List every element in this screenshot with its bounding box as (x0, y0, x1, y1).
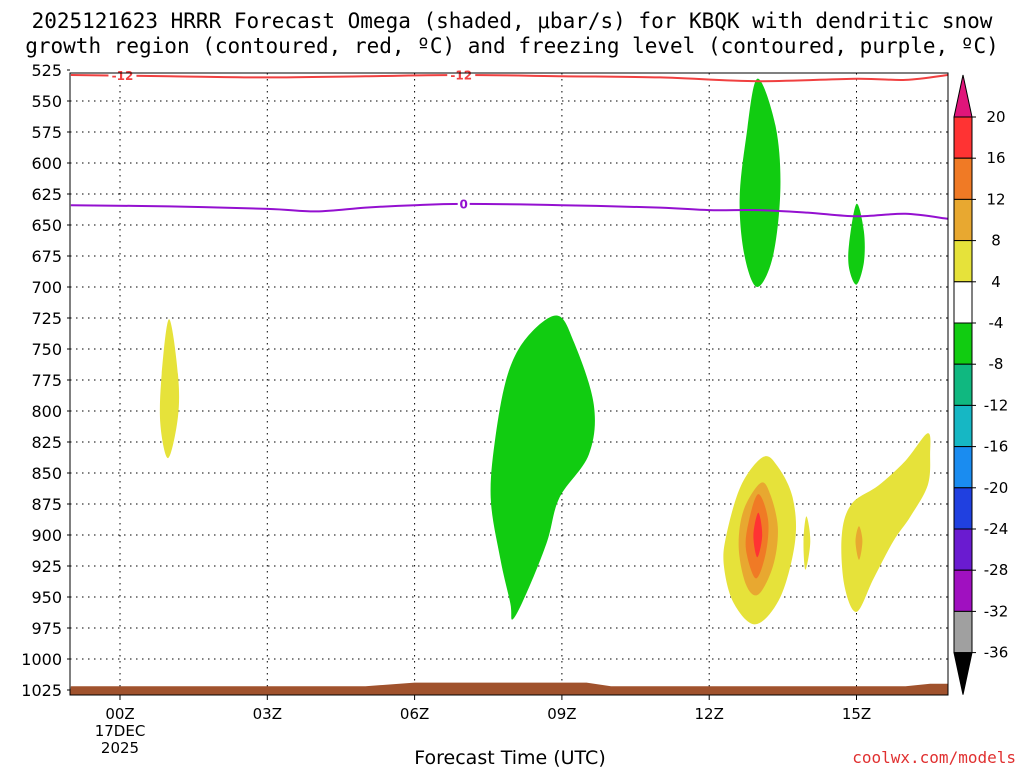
colorbar-band-4 (953, 281, 973, 324)
colorbar-label-4: 4 (991, 273, 1001, 291)
contour-line-1 (70, 202, 949, 220)
chart-title-line-1: 2025121623 HRRR Forecast Omega (shaded, … (32, 9, 993, 33)
terrain-fill (70, 682, 948, 695)
y-tick-label-525: 525 (31, 61, 62, 80)
colorbar-band-2 (953, 198, 973, 242)
y-tick-label-725: 725 (31, 309, 62, 328)
colorbar-top-arrow (953, 74, 973, 118)
yellow-cell-3 (803, 516, 811, 570)
colorbar-band-12 (953, 610, 973, 654)
y-tick-label-625: 625 (31, 185, 62, 204)
colorbar-band-7 (953, 404, 973, 448)
y-tick-label-700: 700 (31, 278, 62, 297)
x-tick-label-09Z: 09Z (547, 705, 576, 723)
colorbar-label-0: 20 (986, 108, 1005, 126)
colorbar-label-13: -36 (984, 644, 1009, 662)
x-tick-label-03Z: 03Z (253, 705, 282, 723)
x-axis-label: Forecast Time (UTC) (414, 747, 605, 768)
y-axis-ticks: 525 550 575 600 625 650 675 700 725 750 775 800 825 8… (21, 61, 70, 700)
colorbar-band-10 (953, 528, 973, 571)
x-tick-sublabel-1: 2025 (101, 739, 139, 757)
yellow-cell-1 (159, 319, 180, 459)
y-tick-label-1000: 1000 (21, 650, 62, 669)
colorbar-label-2: 12 (986, 190, 1005, 208)
colorbar-band-3 (953, 240, 973, 283)
x-tick-label-12Z: 12Z (695, 705, 724, 723)
contours: -12 -12 0 (70, 67, 949, 220)
green-cell-3 (848, 203, 865, 285)
orange-core-4 (855, 526, 863, 560)
y-tick-label-575: 575 (31, 123, 62, 142)
y-tick-label-800: 800 (31, 402, 62, 421)
y-tick-label-875: 875 (31, 495, 62, 514)
x-tick-label-00Z: 00Z (105, 705, 134, 723)
colorbar-label-3: 8 (991, 232, 1001, 250)
contour-label-bg-0-0 (108, 68, 137, 82)
y-tick-label-675: 675 (31, 247, 62, 266)
terrain (70, 682, 948, 695)
y-tick-label-650: 650 (31, 216, 62, 235)
contour-line-0 (70, 73, 949, 83)
colorbar-label-5: -4 (989, 314, 1004, 332)
contour-label-bg-0-1 (447, 67, 476, 81)
chart-title-line-2: growth region (contoured, red, ºC) and f… (25, 34, 999, 58)
y-tick-label-925: 925 (31, 557, 62, 576)
red-core-2 (753, 512, 763, 558)
contour-label-0-0: -12 (112, 69, 134, 83)
contour-label-bg-1-0 (457, 196, 470, 210)
colorbar-label-7: -12 (984, 396, 1009, 414)
colorbar-label-1: 16 (986, 149, 1005, 167)
y-tick-label-1025: 1025 (21, 681, 62, 700)
yellow-cell-4 (841, 433, 931, 612)
contour-label-1-0: 0 (460, 197, 468, 211)
green-cell-1 (490, 315, 595, 620)
colorbar-label-6: -8 (989, 355, 1004, 373)
colorbar-band-5 (953, 322, 973, 365)
colorbar-label-11: -28 (984, 561, 1009, 579)
colorbar-band-0 (953, 116, 973, 159)
plot-frame (69, 72, 949, 696)
colorbar-label-12: -32 (984, 602, 1009, 620)
x-tick-label-06Z: 06Z (400, 705, 429, 723)
colorbar-bottom-arrow (953, 652, 973, 695)
omega-shading (159, 78, 931, 625)
credit-text: coolwx.com/models (852, 748, 1016, 767)
contour-label-0-1: -12 (450, 68, 472, 82)
y-tick-label-900: 900 (31, 526, 62, 545)
colorbar: 20 16 12 8 4 -4 -8 -12 -16 -20 -24 -28 -32 -36 (953, 74, 1009, 695)
colorbar-band-8 (953, 446, 973, 489)
green-cell-2 (739, 78, 781, 287)
y-tick-label-750: 750 (31, 340, 62, 359)
colorbar-label-8: -16 (984, 438, 1009, 456)
colorbar-label-10: -24 (984, 520, 1009, 538)
colorbar-label-9: -20 (984, 479, 1009, 497)
colorbar-band-9 (953, 487, 973, 530)
y-tick-label-950: 950 (31, 588, 62, 607)
y-tick-label-550: 550 (31, 92, 62, 111)
x-tick-label-15Z: 15Z (842, 705, 871, 723)
y-tick-label-850: 850 (31, 464, 62, 483)
colorbar-band-6 (953, 363, 973, 406)
y-tick-label-975: 975 (31, 619, 62, 638)
x-tick-sublabel-0: 17DEC (95, 722, 146, 740)
y-tick-label-775: 775 (31, 371, 62, 390)
y-tick-label-825: 825 (31, 433, 62, 452)
y-tick-label-600: 600 (31, 154, 62, 173)
colorbar-band-1 (953, 157, 973, 200)
colorbar-band-11 (953, 569, 973, 612)
